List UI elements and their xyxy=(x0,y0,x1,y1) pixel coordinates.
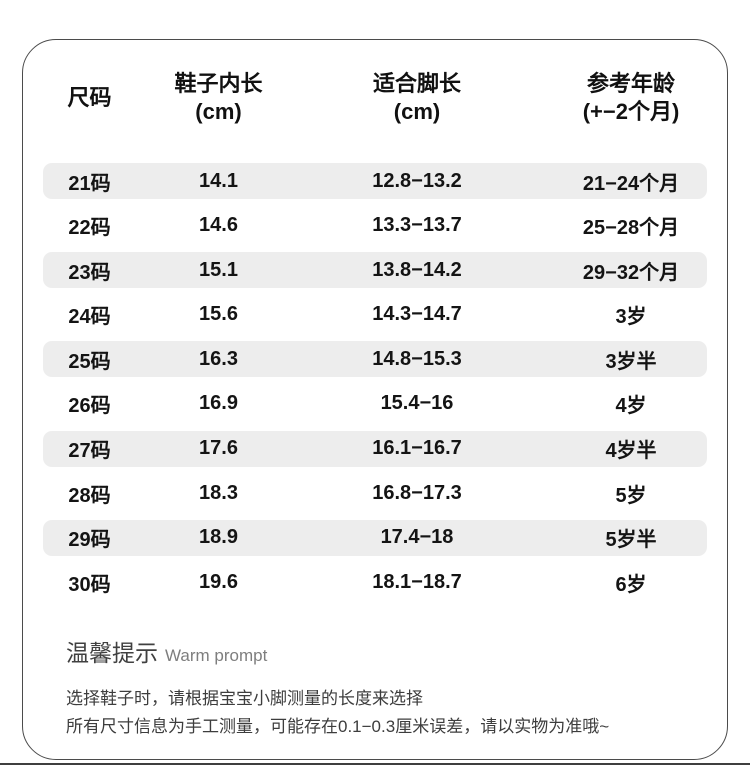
cell-inner-length: 14.1 xyxy=(199,169,238,192)
table-row: 30码 19.6 18.1−18.7 6岁 xyxy=(43,564,707,600)
cell-foot-length: 13.8−14.2 xyxy=(372,258,462,281)
page-bottom-divider xyxy=(0,763,750,765)
header-age-tolerance: (+−2个月) xyxy=(582,99,680,124)
cell-foot-length: 14.8−15.3 xyxy=(372,347,462,370)
cell-age: 4岁半 xyxy=(605,440,657,463)
cell-size: 27码 xyxy=(68,440,111,463)
cell-inner-length: 18.9 xyxy=(199,526,238,549)
cell-age: 4岁 xyxy=(615,395,647,418)
table-row: 24码 15.6 14.3−14.7 3岁 xyxy=(43,297,707,333)
header-inner-length: 鞋子内长 (cm) xyxy=(136,67,301,129)
cell-size: 24码 xyxy=(68,306,111,329)
cell-size: 21码 xyxy=(68,172,111,195)
cell-foot-length: 16.1−16.7 xyxy=(372,437,462,460)
cell-inner-length: 15.1 xyxy=(199,258,238,281)
table-row: 29码 18.9 17.4−18 5岁半 xyxy=(43,519,707,556)
cell-age: 3岁半 xyxy=(605,350,657,373)
cell-inner-length: 17.6 xyxy=(199,437,238,460)
table-row: 28码 18.3 16.8−17.3 5岁 xyxy=(43,475,707,511)
cell-foot-length: 17.4−18 xyxy=(380,526,454,549)
cell-age: 5岁半 xyxy=(605,529,657,552)
cell-inner-length: 19.6 xyxy=(199,570,238,593)
cell-age: 3岁 xyxy=(615,306,647,329)
table-body: 21码 14.1 12.8−13.2 21−24个月 22码 14.6 13.3… xyxy=(43,163,707,600)
header-age-label: 参考年龄 xyxy=(586,71,675,96)
cell-size: 22码 xyxy=(68,217,111,240)
header-foot-length-label: 适合脚长 xyxy=(372,71,461,96)
size-chart-card: 尺码 鞋子内长 (cm) 适合脚长 (cm) 参考年龄 (+−2个月) 21码 … xyxy=(22,39,728,760)
cell-size: 29码 xyxy=(68,529,111,552)
table-row: 25码 16.3 14.8−15.3 3岁半 xyxy=(43,341,707,378)
cell-size: 26码 xyxy=(68,395,111,418)
cell-foot-length: 18.1−18.7 xyxy=(372,570,462,593)
cell-foot-length: 14.3−14.7 xyxy=(372,303,462,326)
cell-inner-length: 18.3 xyxy=(199,481,238,504)
note-line: 所有尺寸信息为手工测量，可能存在0.1−0.3厘米误差，请以实物为准哦~ xyxy=(66,717,610,737)
warm-prompt-title-en: Warm prompt xyxy=(165,646,268,666)
cell-foot-length: 12.8−13.2 xyxy=(372,169,462,192)
cell-size: 30码 xyxy=(68,573,111,596)
header-size: 尺码 xyxy=(43,67,136,129)
table-row: 22码 14.6 13.3−13.7 25−28个月 xyxy=(43,208,707,244)
note-line: 选择鞋子时，请根据宝宝小脚测量的长度来选择 xyxy=(66,689,423,709)
header-inner-length-label: 鞋子内长 xyxy=(174,71,263,96)
cell-size: 28码 xyxy=(68,484,111,507)
table-row: 21码 14.1 12.8−13.2 21−24个月 xyxy=(43,163,707,199)
cell-foot-length: 15.4−16 xyxy=(380,392,454,415)
cell-size: 23码 xyxy=(68,261,111,284)
cell-age: 5岁 xyxy=(615,484,647,507)
cell-age: 29−32个月 xyxy=(582,261,680,284)
header-foot-length-unit: (cm) xyxy=(393,99,441,124)
warm-prompt-notes: 选择鞋子时，请根据宝宝小脚测量的长度来选择 所有尺寸信息为手工测量，可能存在0.… xyxy=(66,685,703,741)
cell-foot-length: 13.3−13.7 xyxy=(372,214,462,237)
table-row: 27码 17.6 16.1−16.7 4岁半 xyxy=(43,430,707,467)
warm-prompt-title: 温馨提示 Warm prompt xyxy=(66,637,703,672)
table-row: 23码 15.1 13.8−14.2 29−32个月 xyxy=(43,252,707,289)
cell-inner-length: 15.6 xyxy=(199,303,238,326)
cell-age: 25−28个月 xyxy=(582,217,680,240)
cell-age: 21−24个月 xyxy=(582,172,680,195)
header-size-label: 尺码 xyxy=(67,85,112,110)
cell-size: 25码 xyxy=(68,350,111,373)
header-inner-length-unit: (cm) xyxy=(195,99,242,124)
cell-inner-length: 16.9 xyxy=(199,392,238,415)
cell-foot-length: 16.8−17.3 xyxy=(372,481,462,504)
table-row: 26码 16.9 15.4−16 4岁 xyxy=(43,386,707,422)
cell-age: 6岁 xyxy=(615,573,647,596)
table-header: 尺码 鞋子内长 (cm) 适合脚长 (cm) 参考年龄 (+−2个月) xyxy=(43,67,707,129)
warm-prompt-section: 温馨提示 Warm prompt 选择鞋子时，请根据宝宝小脚测量的长度来选择 所有… xyxy=(66,637,703,741)
cell-inner-length: 16.3 xyxy=(199,347,238,370)
header-foot-length: 适合脚长 (cm) xyxy=(301,67,533,129)
warm-prompt-title-cn: 温馨提示 xyxy=(66,640,158,667)
header-age: 参考年龄 (+−2个月) xyxy=(533,67,707,129)
cell-inner-length: 14.6 xyxy=(199,214,238,237)
